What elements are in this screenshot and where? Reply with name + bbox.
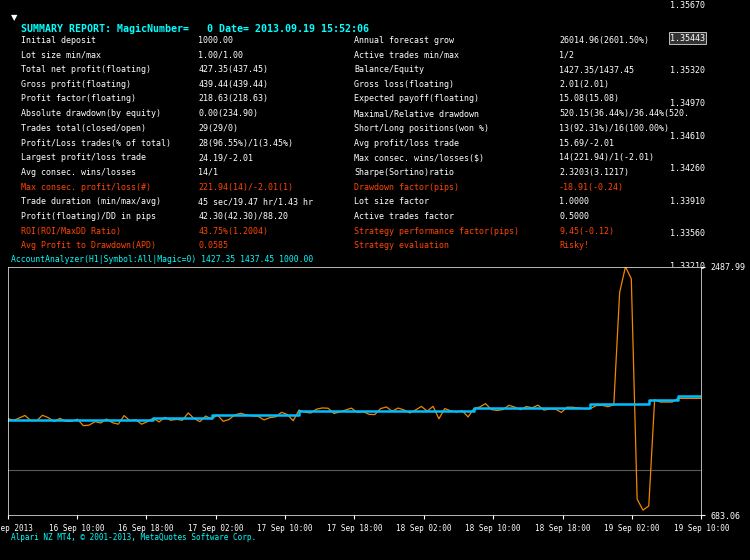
Text: Avg Profit to Drawdown(APD): Avg Profit to Drawdown(APD) (21, 241, 156, 250)
Text: 0.00(234.90): 0.00(234.90) (198, 109, 258, 118)
Text: Drawdown factor(pips): Drawdown factor(pips) (354, 183, 459, 192)
Text: 1.34260: 1.34260 (670, 164, 705, 173)
Text: Lot size min/max: Lot size min/max (21, 50, 101, 59)
Text: 2.01(2.01): 2.01(2.01) (559, 80, 609, 88)
Text: 439.44(439.44): 439.44(439.44) (198, 80, 268, 88)
Text: Strategy performance factor(pips): Strategy performance factor(pips) (354, 227, 519, 236)
Text: Short/Long positions(won %): Short/Long positions(won %) (354, 124, 489, 133)
Text: 427.35(437.45): 427.35(437.45) (198, 65, 268, 74)
Text: 29(29/0): 29(29/0) (198, 124, 238, 133)
Text: 28(96.55%)/1(3.45%): 28(96.55%)/1(3.45%) (198, 138, 293, 147)
Text: 1.33910: 1.33910 (670, 197, 705, 206)
Text: 15.08(15.08): 15.08(15.08) (559, 95, 619, 104)
Text: Max consec. profit/loss(#): Max consec. profit/loss(#) (21, 183, 152, 192)
Text: Max consec. wins/losses($): Max consec. wins/losses($) (354, 153, 484, 162)
Text: 1427.35/1437.45: 1427.35/1437.45 (559, 65, 634, 74)
Text: 45 sec/19.47 hr/1.43 hr: 45 sec/19.47 hr/1.43 hr (198, 197, 314, 206)
Text: 43.75%(1.2004): 43.75%(1.2004) (198, 227, 268, 236)
Text: ROI(ROI/MaxDD Ratio): ROI(ROI/MaxDD Ratio) (21, 227, 122, 236)
Text: ▼: ▼ (11, 13, 17, 22)
Text: Absolute drawdown(by equity): Absolute drawdown(by equity) (21, 109, 161, 118)
Text: Gross loss(floating): Gross loss(floating) (354, 80, 454, 88)
Text: 520.15(36.44%)/36.44%(520.: 520.15(36.44%)/36.44%(520. (559, 109, 689, 118)
Text: Annual forecast grow: Annual forecast grow (354, 36, 454, 45)
Text: 0.0585: 0.0585 (198, 241, 228, 250)
Text: 1.35443: 1.35443 (670, 34, 705, 43)
Text: 1.35320: 1.35320 (670, 66, 705, 76)
Text: Risky!: Risky! (559, 241, 589, 250)
Text: 24.19/-2.01: 24.19/-2.01 (198, 153, 254, 162)
Text: AccountAnalyzer(H1|Symbol:All|Magic=0) 1427.35 1437.45 1000.00: AccountAnalyzer(H1|Symbol:All|Magic=0) 1… (11, 255, 314, 264)
Text: Avg profit/loss trade: Avg profit/loss trade (354, 138, 459, 147)
Text: Largest profit/loss trade: Largest profit/loss trade (21, 153, 146, 162)
Text: 1.33560: 1.33560 (670, 230, 705, 239)
Text: 1.34970: 1.34970 (670, 99, 705, 108)
Text: Profit factor(floating): Profit factor(floating) (21, 95, 136, 104)
Text: Maximal/Relative drawdown: Maximal/Relative drawdown (354, 109, 479, 118)
Text: Total net profit(floating): Total net profit(floating) (21, 65, 152, 74)
Text: Active trades factor: Active trades factor (354, 212, 454, 221)
Text: 1.0000: 1.0000 (559, 197, 589, 206)
Text: 1.00/1.00: 1.00/1.00 (198, 50, 243, 59)
Text: 2.3203(3.1217): 2.3203(3.1217) (559, 168, 629, 177)
Text: 9.45(-0.12): 9.45(-0.12) (559, 227, 614, 236)
Text: 13(92.31%)/16(100.00%): 13(92.31%)/16(100.00%) (559, 124, 669, 133)
Text: Profit/Loss trades(% of total): Profit/Loss trades(% of total) (21, 138, 171, 147)
Text: Expected payoff(floating): Expected payoff(floating) (354, 95, 479, 104)
Text: -18.91(-0.24): -18.91(-0.24) (559, 183, 624, 192)
Text: Active trades min/max: Active trades min/max (354, 50, 459, 59)
Text: Avg consec. wins/losses: Avg consec. wins/losses (21, 168, 136, 177)
Text: 218.63(218.63): 218.63(218.63) (198, 95, 268, 104)
Text: Sharpe(Sortino)ratio: Sharpe(Sortino)ratio (354, 168, 454, 177)
Text: 42.30(42.30)/88.20: 42.30(42.30)/88.20 (198, 212, 288, 221)
Text: Gross profit(floating): Gross profit(floating) (21, 80, 131, 88)
Text: SUMMARY REPORT: MagicNumber=   0 Date= 2013.09.19 15:52:06: SUMMARY REPORT: MagicNumber= 0 Date= 201… (21, 24, 369, 34)
Text: Trades total(closed/open): Trades total(closed/open) (21, 124, 146, 133)
Text: 15.69/-2.01: 15.69/-2.01 (559, 138, 614, 147)
Text: 0.5000: 0.5000 (559, 212, 589, 221)
Text: 14(221.94)/1(-2.01): 14(221.94)/1(-2.01) (559, 153, 654, 162)
Text: 1.33210: 1.33210 (670, 262, 705, 271)
Text: Trade duration (min/max/avg): Trade duration (min/max/avg) (21, 197, 161, 206)
Text: Profit(floating)/DD in pips: Profit(floating)/DD in pips (21, 212, 156, 221)
Text: 14/1: 14/1 (198, 168, 218, 177)
Text: Lot size factor: Lot size factor (354, 197, 429, 206)
Text: 221.94(14)/-2.01(1): 221.94(14)/-2.01(1) (198, 183, 293, 192)
Text: Balance/Equity: Balance/Equity (354, 65, 424, 74)
Text: 1.34610: 1.34610 (670, 132, 705, 141)
Text: 1.35670: 1.35670 (670, 1, 705, 10)
Text: 1000.00: 1000.00 (198, 36, 233, 45)
Text: 1/2: 1/2 (559, 50, 574, 59)
Text: Alpari NZ MT4, © 2001-2013, MetaQuotes Software Corp.: Alpari NZ MT4, © 2001-2013, MetaQuotes S… (11, 533, 256, 542)
Text: 26014.96(2601.50%): 26014.96(2601.50%) (559, 36, 649, 45)
Text: Strategy evaluation: Strategy evaluation (354, 241, 449, 250)
Text: Initial deposit: Initial deposit (21, 36, 96, 45)
